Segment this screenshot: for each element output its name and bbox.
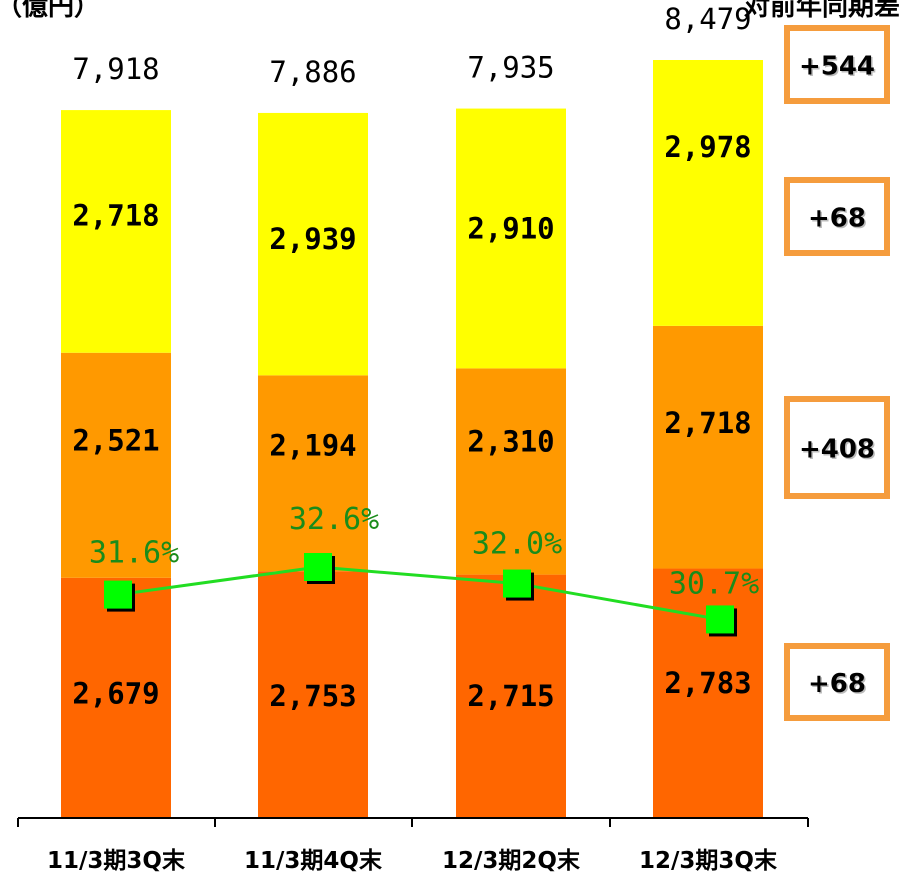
difference-value: +408 [799,435,875,465]
segment-label: 2,715 [467,679,554,713]
bar-segment-1-1 [61,577,171,817]
unit-label: （億円） [0,0,101,22]
total-label: 7,918 [72,52,159,86]
total-label: 7,886 [269,55,356,89]
difference-box [784,25,890,104]
difference-box [784,643,890,721]
ratio-label: 32.6% [289,502,379,537]
segment-label: 2,753 [269,679,356,713]
segment-label: 2,978 [664,130,751,164]
ratio-marker [503,569,531,598]
difference-value: +68 [808,204,866,234]
bar-segment-2-2 [258,375,368,572]
difference-value-shadow: +408 [800,436,876,466]
segment-label: 2,718 [664,406,751,440]
ratio-marker [706,605,734,634]
segment-label: 2,310 [467,424,554,458]
difference-value: +544 [799,52,875,82]
segment-label: 2,194 [269,428,356,462]
difference-value-shadow: +68 [810,205,868,235]
total-label: 7,935 [467,51,554,85]
category-label: 12/3期3Q末 [639,848,778,874]
category-label: 11/3期3Q末 [47,848,186,874]
bar-segment-1-3 [456,574,566,817]
segment-label: 2,910 [467,211,554,245]
segment-label: 2,679 [72,676,159,710]
difference-value-shadow: +544 [800,53,876,83]
ratio-label: 31.6% [89,536,179,571]
difference-header: 対前年同期差 [744,0,901,22]
difference-value-shadow: +68 [810,671,868,701]
bar-segment-3-3 [456,108,566,369]
bar-segment-2-1 [61,352,171,578]
segment-label: 2,718 [72,198,159,232]
ratio-label: 32.0% [472,527,562,562]
total-label: 8,479 [664,2,751,36]
category-label: 12/3期2Q末 [442,848,581,874]
bar-segment-2-3 [456,368,566,575]
bar-segment-3-4 [653,60,763,326]
bar-segment-3-1 [61,110,171,353]
difference-box [784,177,890,256]
ratio-marker [104,580,132,609]
segment-label: 2,783 [664,666,751,700]
bar-segment-3-2 [258,112,368,376]
difference-value: +68 [808,669,866,699]
category-label: 11/3期4Q末 [244,848,383,874]
ratio-marker [304,553,332,581]
difference-box [784,396,890,499]
segment-label: 2,521 [72,423,159,457]
segment-label: 2,939 [269,222,356,256]
ratio-line [117,565,721,621]
bar-segment-2-4 [653,325,763,569]
ratio-label: 30.7% [669,566,759,601]
bar-segment-1-2 [258,571,368,817]
